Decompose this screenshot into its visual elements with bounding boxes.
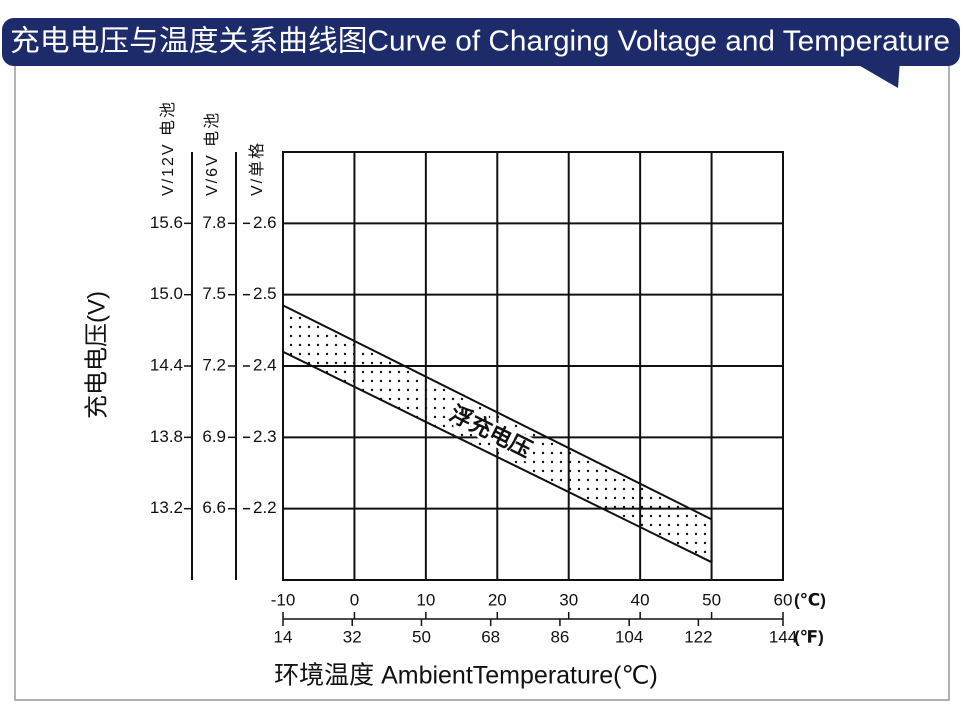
y3-axis-title: V/12V 电池 [159, 100, 177, 196]
x2-tick-label: 122 [684, 627, 712, 646]
y3-tick-label: 14.4 [150, 355, 183, 374]
x2-tick-label: 144 [769, 627, 797, 646]
y2-tick-label: 6.6 [202, 498, 226, 517]
y-title: 充电电压(V) [83, 291, 110, 419]
y2-tick-label: 7.2 [202, 355, 226, 374]
y3-tick-label: 15.0 [150, 284, 183, 303]
title-bar [2, 18, 960, 66]
x2-tick-label: 50 [412, 627, 431, 646]
x-tick-label: 30 [559, 590, 578, 609]
y3-tick-label: 13.8 [150, 427, 183, 446]
y-tick-label: 2.2 [253, 498, 277, 517]
y-axis-title: V/单格 [248, 141, 266, 196]
x2-tick-label: 104 [615, 627, 643, 646]
x2-unit: (℉) [794, 627, 824, 646]
x-title: 环境温度 AmbientTemperature(℃) [274, 662, 658, 690]
y3-tick-label: 15.6 [150, 213, 183, 232]
y-tick-label: 2.5 [253, 284, 277, 303]
x2-tick-label: 14 [274, 627, 293, 646]
x-tick-label: 50 [702, 590, 721, 609]
y3-tick-label: 13.2 [150, 498, 183, 517]
x-tick-label: 40 [631, 590, 650, 609]
band-upper-line [282, 304, 713, 521]
y2-tick-label: 7.8 [202, 213, 226, 232]
title-tail [850, 60, 900, 88]
y2-tick-label: 6.9 [202, 427, 226, 446]
x-tick-label: 10 [416, 590, 435, 609]
chart-title: 充电电压与温度关系曲线图Curve of Charging Voltage an… [10, 25, 950, 58]
x2-tick-label: 32 [343, 627, 362, 646]
x-tick-label: 60 [774, 590, 793, 609]
x-unit: (℃) [794, 590, 826, 609]
x2-tick-label: 68 [481, 627, 500, 646]
x-tick-label: -10 [271, 590, 296, 609]
plot-frame [282, 151, 784, 581]
band-lower-line [282, 350, 713, 564]
x2-tick-label: 86 [550, 627, 569, 646]
y2-axis-title: V/6V 电池 [203, 111, 221, 196]
x-tick-label: 0 [350, 590, 359, 609]
y2-tick-label: 7.5 [202, 284, 226, 303]
y-tick-label: 2.4 [253, 355, 277, 374]
y-tick-label: 2.6 [253, 213, 277, 232]
y-tick-label: 2.3 [253, 427, 277, 446]
x-tick-label: 20 [488, 590, 507, 609]
